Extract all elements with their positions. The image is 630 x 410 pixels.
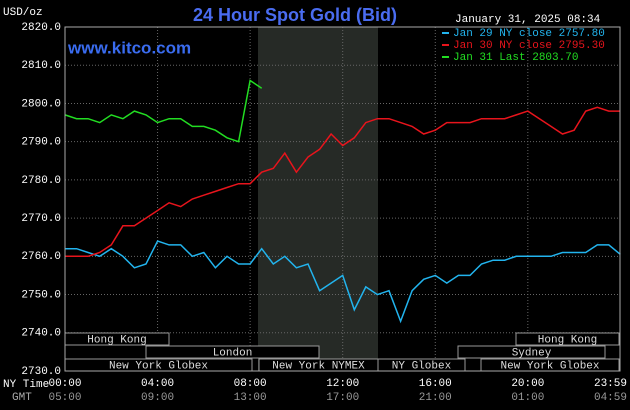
series-line (64, 79, 263, 143)
session-label: New York Globex (109, 360, 208, 372)
y-tick-label: 2790.0 (21, 137, 61, 149)
session-label: New York Globex (500, 360, 599, 372)
x-tick-label: 23:59 (594, 378, 627, 390)
x-tick-label: 00:00 (48, 378, 81, 390)
y-axis-label: USD/oz (3, 7, 43, 19)
x-tick-label: 20:00 (511, 378, 544, 390)
legend-label: Jan 29 NY close 2757.80 (453, 28, 605, 40)
legend-label: Jan 31 Last 2803.70 (453, 52, 578, 64)
y-tick-label: 2770.0 (21, 213, 61, 225)
gmt-tick-label: 17:00 (326, 392, 359, 404)
y-tick-label: 2820.0 (21, 22, 61, 34)
x-row-label: NY Time (3, 379, 49, 391)
session-label: Sydney (512, 347, 552, 359)
nymex-shade (258, 27, 378, 371)
session-bar (457, 345, 606, 359)
gmt-tick-label: 05:00 (48, 392, 81, 404)
y-tick-label: 2760.0 (21, 251, 61, 263)
x-tick-label: 04:00 (141, 378, 174, 390)
timestamp: January 31, 2025 08:34 (455, 14, 601, 26)
x-row-label: GMT (12, 392, 32, 404)
session-label: Hong Kong (87, 334, 146, 346)
watermark: www.kitco.com (67, 38, 191, 57)
y-tick-label: 2780.0 (21, 175, 61, 187)
session-bar (145, 345, 320, 359)
gmt-tick-label: 21:00 (419, 392, 452, 404)
sessions: Hong Kong London New York Globex New York N… (64, 332, 620, 372)
gmt-tick-label: 01:00 (511, 392, 544, 404)
chart-title: 24 Hour Spot Gold (Bid) (193, 5, 397, 25)
session-label: Hong Kong (538, 334, 597, 346)
y-tick-label: 2730.0 (21, 366, 61, 378)
session-label: London (213, 347, 253, 359)
gmt-tick-label: 13:00 (234, 392, 267, 404)
gmt-tick-label: 09:00 (141, 392, 174, 404)
x-tick-label: 16:00 (419, 378, 452, 390)
y-tick-label: 2740.0 (21, 328, 61, 340)
series-line (65, 240, 621, 324)
y-tick-label: 2810.0 (21, 60, 61, 72)
y-tick-label: 2800.0 (21, 98, 61, 110)
lines (64, 79, 621, 324)
x-tick-label: 08:00 (234, 378, 267, 390)
session-bar (515, 332, 620, 346)
legend-label: Jan 30 NY close 2795.30 (453, 40, 605, 52)
session-label: NY Globex (392, 360, 452, 372)
session-label: New York NYMEX (272, 360, 365, 372)
gmt-tick-label: 04:59 (594, 392, 627, 404)
x-tick-label: 12:00 (326, 378, 359, 390)
plot-frame (64, 26, 621, 372)
series-line (65, 106, 621, 258)
y-tick-label: 2750.0 (21, 289, 61, 301)
